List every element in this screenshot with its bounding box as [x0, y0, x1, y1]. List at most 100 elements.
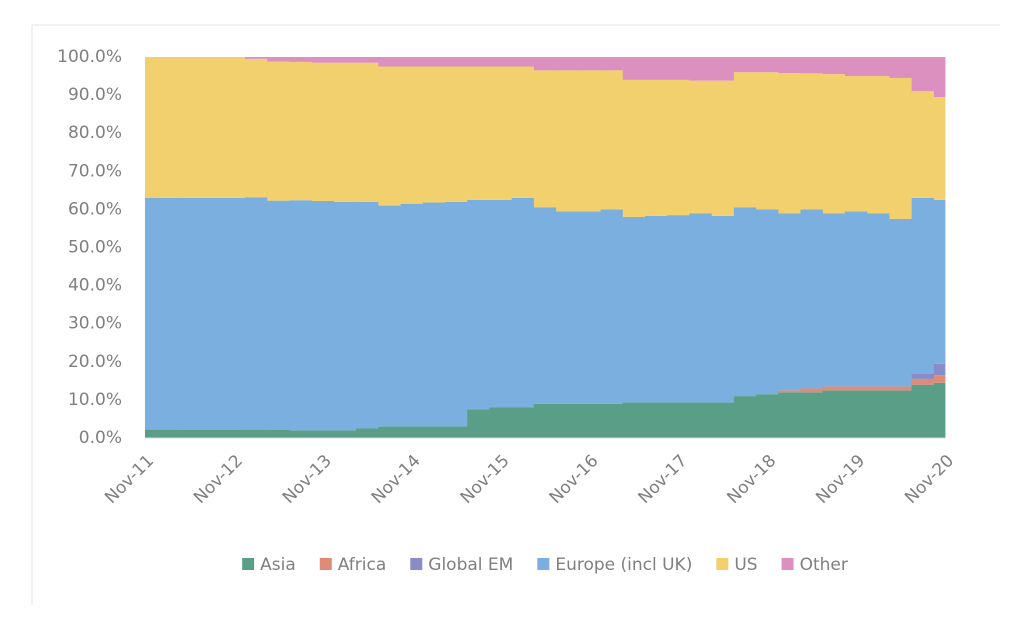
area-segment [356, 201, 379, 429]
area-segment [222, 57, 246, 198]
y-tick-label: 0.0% [79, 428, 122, 448]
area-segment [822, 74, 846, 214]
area-segment [933, 382, 946, 438]
legend-label: US [734, 555, 757, 575]
legend-item: Asia [242, 555, 296, 575]
y-tick-label: 90.0% [68, 85, 122, 105]
area-segment [867, 390, 890, 438]
area-segment [911, 57, 935, 92]
area-segment [533, 57, 557, 71]
area-segment [867, 213, 890, 387]
area-segment [622, 402, 646, 438]
legend-label: Europe (incl UK) [555, 555, 692, 575]
area-segment [600, 403, 624, 438]
x-tick-label: Nov-12 [190, 451, 247, 508]
y-tick-label: 50.0% [68, 238, 122, 258]
area-segment [689, 402, 713, 438]
legend-swatch [537, 558, 550, 570]
area-segment [600, 209, 624, 404]
area-segment [667, 402, 690, 438]
area-segment [245, 429, 268, 438]
area-segment [511, 66, 535, 198]
area-segment [911, 373, 935, 379]
area-segment [689, 213, 713, 403]
area-segment [778, 390, 801, 393]
area-segment [867, 386, 890, 391]
area-segment [511, 407, 535, 438]
y-tick-label: 40.0% [68, 276, 122, 296]
area-segment [245, 57, 268, 59]
area-segment [733, 57, 757, 73]
area-segment [533, 70, 557, 208]
area-segment [756, 394, 779, 438]
area-segment [489, 57, 513, 67]
area-segment [733, 396, 757, 438]
y-tick-label: 60.0% [68, 199, 122, 219]
area-segment [311, 430, 335, 438]
area-segment [267, 61, 290, 201]
area-segment [622, 217, 646, 403]
area-segment [556, 57, 579, 71]
area-segment [222, 429, 246, 438]
legend-label: Asia [260, 555, 296, 575]
area-segment [800, 73, 824, 210]
y-tick-label: 30.0% [68, 314, 122, 334]
area-segment [911, 197, 935, 374]
y-tick-label: 10.0% [68, 390, 122, 410]
area-segment [422, 66, 446, 203]
area-segment [245, 58, 268, 198]
area-segment [889, 390, 913, 438]
area-segment [378, 426, 401, 438]
area-segment [467, 199, 490, 410]
area-segment [467, 66, 490, 200]
area-segment [467, 409, 490, 438]
area-segment [556, 70, 579, 212]
legend: Asia Africa Global EM Europe (incl UK) US Oth… [242, 555, 848, 575]
area-segment [289, 57, 313, 62]
area-segment [578, 403, 601, 438]
area-segment [600, 57, 624, 71]
legend-item: Europe (incl UK) [537, 555, 692, 575]
area-segment [311, 62, 335, 202]
area-segment [711, 215, 735, 403]
x-tick-label: Nov-19 [812, 451, 869, 508]
area-segment [378, 57, 401, 67]
area-segment [311, 201, 335, 431]
area-segment [445, 57, 468, 67]
area-segment [689, 57, 713, 81]
area-segment [333, 62, 357, 202]
area-segment [356, 428, 379, 438]
area-segment [445, 66, 468, 202]
x-tick-label: Nov-18 [723, 451, 780, 508]
area-segment [145, 197, 157, 430]
area-segment [889, 386, 913, 391]
legend-label: Other [800, 555, 848, 575]
area-segment [845, 57, 868, 77]
area-segment [422, 202, 446, 427]
area-segment [778, 57, 801, 74]
area-segment [445, 426, 468, 438]
area-segment [933, 363, 946, 376]
area-segment [800, 209, 824, 389]
x-tick-label: Nov-13 [279, 451, 336, 508]
area-segment [178, 57, 201, 198]
area-segment [867, 57, 890, 77]
legend-label: Africa [338, 555, 387, 575]
area-segment [756, 209, 779, 395]
legend-swatch [716, 558, 729, 570]
area-segment [145, 57, 157, 198]
area-segment [356, 57, 379, 63]
legend-item: Other [781, 555, 848, 575]
area-segment [156, 57, 179, 198]
area-segment [889, 218, 913, 387]
area-segment [645, 57, 668, 80]
area-segment [467, 57, 490, 67]
area-segment [800, 388, 824, 393]
x-tick-label: Nov-17 [634, 451, 691, 508]
area-segment [145, 429, 157, 438]
area-segment [178, 197, 201, 430]
area-segment [756, 72, 779, 210]
area-segment [333, 57, 357, 63]
area-segment [578, 211, 601, 404]
legend-label: Global EM [428, 555, 513, 575]
